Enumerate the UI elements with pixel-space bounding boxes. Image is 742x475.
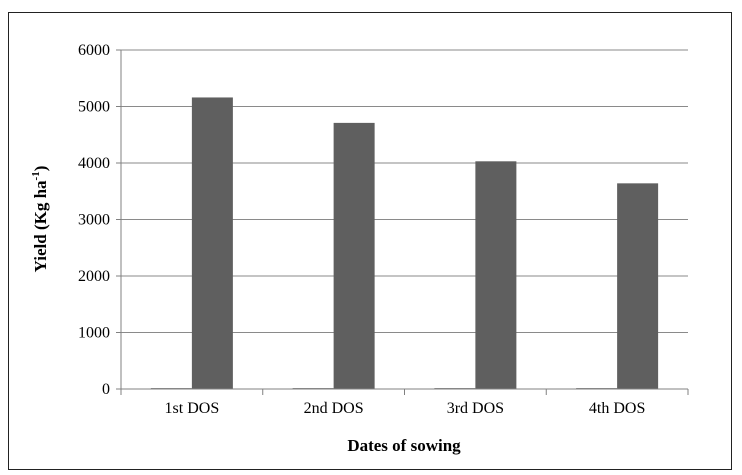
bars bbox=[150, 97, 659, 390]
y-tick-label: 2000 bbox=[78, 268, 110, 285]
y-tick-label: 6000 bbox=[78, 42, 110, 59]
y-axis-title-main: Yield (Kg ha bbox=[31, 180, 50, 272]
bar-series-2-3 bbox=[475, 161, 517, 389]
x-tick-label: 2nd DOS bbox=[304, 400, 364, 417]
y-axis-title-close: ) bbox=[31, 166, 50, 172]
y-axis-title-sup: -1 bbox=[30, 171, 42, 180]
x-tick-labels: 1st DOS 2nd DOS 3rd DOS 4th DOS bbox=[165, 400, 646, 417]
y-axis-title: Yield (Kg ha-1) bbox=[30, 166, 50, 273]
y-tick-label: 4000 bbox=[78, 155, 110, 172]
axes bbox=[120, 50, 688, 390]
x-tick-label: 4th DOS bbox=[589, 400, 645, 417]
bar-series-2-2 bbox=[333, 122, 375, 389]
x-axis-title: Dates of sowing bbox=[347, 436, 461, 455]
y-tick-label: 5000 bbox=[78, 99, 110, 116]
bar-series-2-1 bbox=[191, 97, 233, 390]
y-tick-labels: 0 1000 2000 3000 4000 5000 6000 bbox=[78, 42, 110, 398]
x-tick-label: 1st DOS bbox=[165, 400, 220, 417]
y-tick-label: 0 bbox=[102, 381, 110, 398]
bar-series-2-4 bbox=[617, 183, 659, 389]
x-tick-label: 3rd DOS bbox=[447, 400, 504, 417]
y-tick-label: 3000 bbox=[78, 212, 110, 229]
y-tick-label: 1000 bbox=[78, 325, 110, 342]
